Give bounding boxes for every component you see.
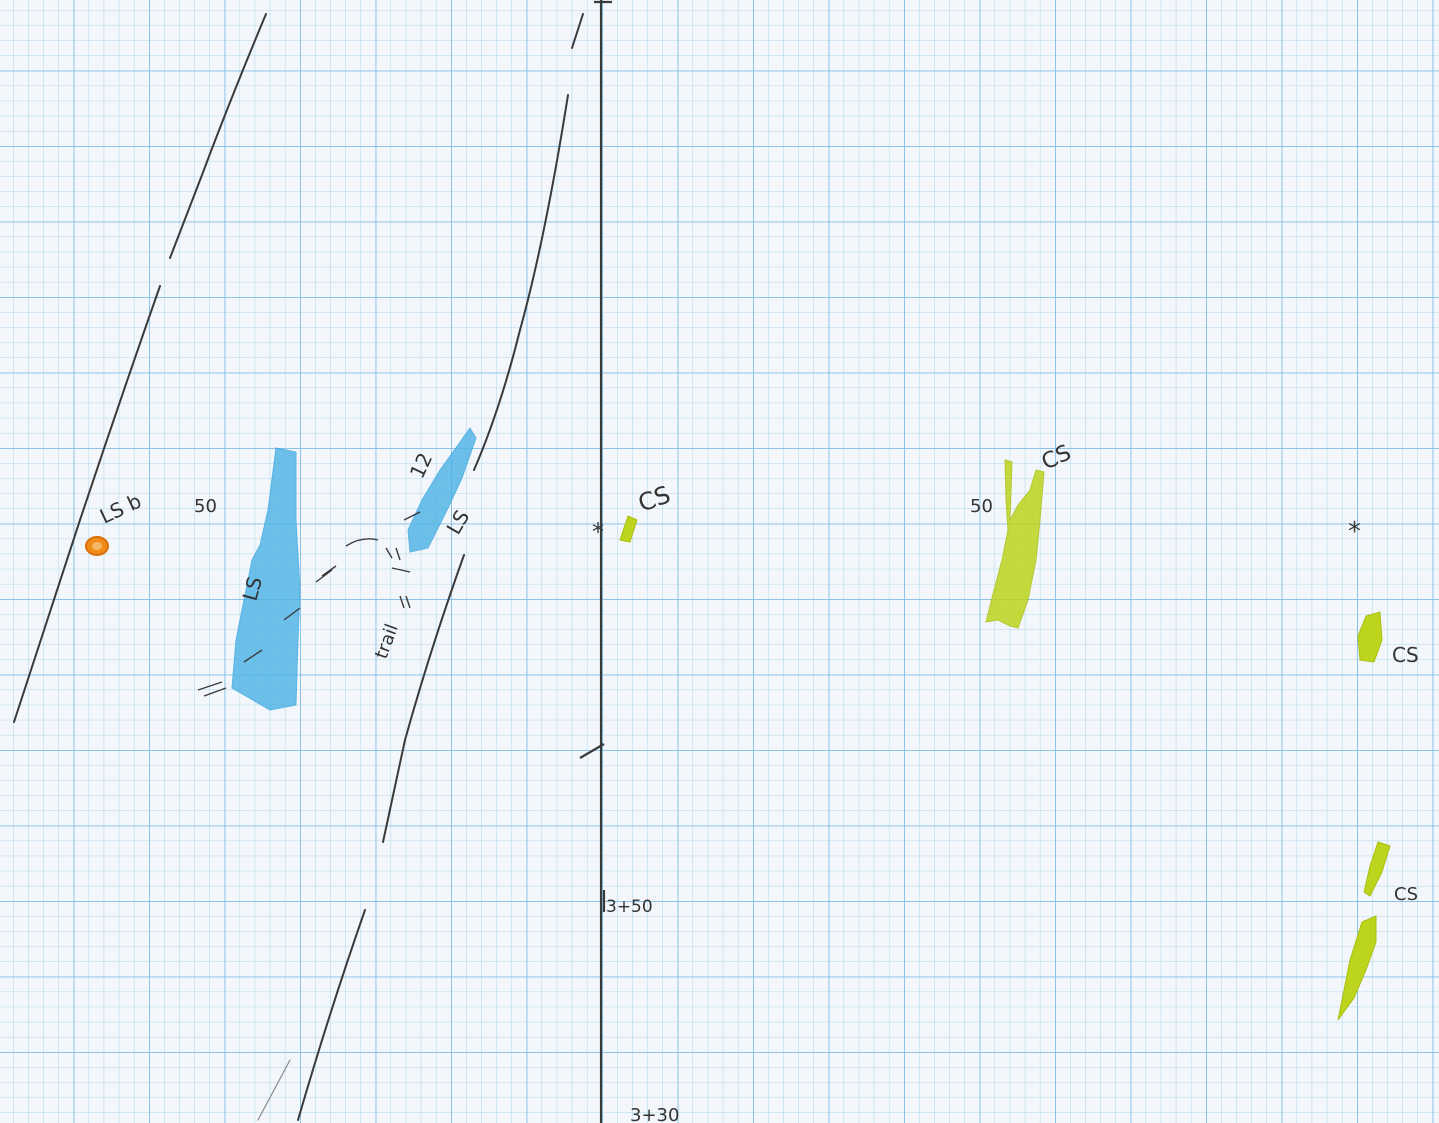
yellow-green-features — [619, 459, 1391, 1021]
blue-ls-polygon-right — [407, 427, 477, 553]
label-station-3430: 3+30 — [630, 1105, 679, 1123]
cs-right-lower-1 — [1363, 841, 1391, 897]
road-edge-bottom-faint — [257, 1059, 291, 1121]
road-edge-right — [473, 94, 569, 471]
road-edge-bottom — [297, 909, 366, 1121]
label-fifty-mid: 50 — [970, 496, 993, 517]
baseline-tick-mid — [579, 743, 605, 759]
orange-marker-center — [92, 542, 102, 550]
cs-right-upper — [1357, 611, 1383, 663]
label-station-3450: 3+50 — [606, 897, 653, 917]
road-edge-upper-dash — [571, 13, 584, 49]
label-cs-right-lower: CS — [1394, 884, 1418, 905]
star-icon: * — [1348, 517, 1361, 547]
pencil-lines — [13, 13, 584, 1121]
cs-mid-feature — [985, 459, 1045, 629]
label-cs-right-upper: CS — [1392, 643, 1419, 667]
trail-marks — [197, 511, 421, 697]
blue-ls-feature — [231, 427, 477, 711]
baseline-star-icon: * — [592, 518, 604, 546]
cs-right-lower-2 — [1337, 915, 1377, 1021]
left-boundary-line-upper — [169, 13, 267, 259]
blue-ls-polygon-left — [231, 447, 301, 711]
baseline — [579, 0, 612, 1123]
cs-center-mark — [619, 515, 638, 543]
label-fifty-left: 50 — [194, 496, 217, 517]
left-boundary-line-lower — [13, 285, 161, 723]
road-edge-right-lower — [382, 554, 465, 843]
